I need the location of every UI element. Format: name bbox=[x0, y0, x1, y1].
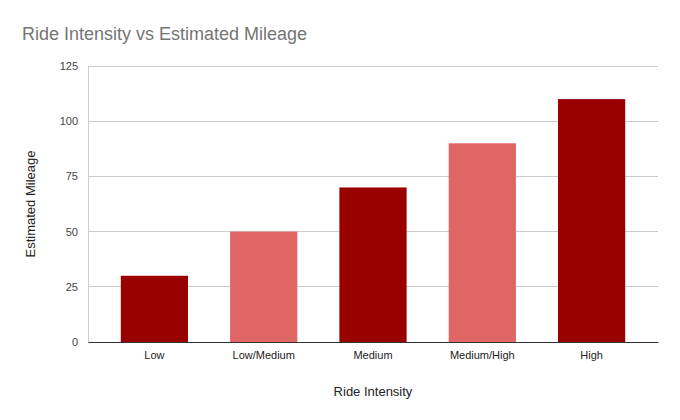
y-tick-label: 75 bbox=[66, 170, 78, 182]
y-tick: 75 bbox=[66, 170, 88, 182]
bar bbox=[230, 232, 297, 342]
x-tick: Medium/High bbox=[450, 342, 515, 361]
bars bbox=[121, 99, 625, 342]
y-tick: 125 bbox=[60, 60, 88, 72]
y-tick-label: 125 bbox=[60, 60, 78, 72]
y-axis-title: Estimated Mileage bbox=[23, 151, 38, 258]
x-tick: Medium bbox=[353, 342, 392, 361]
x-tick-label: Low bbox=[144, 349, 164, 361]
bar bbox=[449, 143, 516, 342]
y-tick: 25 bbox=[66, 281, 88, 293]
x-tick-label: Low/Medium bbox=[233, 349, 295, 361]
x-tick-label: High bbox=[580, 349, 603, 361]
y-tick: 0 bbox=[72, 336, 88, 348]
bar bbox=[121, 276, 188, 342]
plot: 0 25 50 75 100 125 Low Low/Medium Medium Medium/H… bbox=[60, 60, 659, 361]
x-axis: Low Low/Medium Medium Medium/High High bbox=[89, 342, 659, 361]
y-axis: 0 25 50 75 100 125 bbox=[60, 60, 89, 348]
x-tick-label: Medium/High bbox=[450, 349, 515, 361]
x-tick: High bbox=[580, 342, 603, 361]
y-tick-label: 0 bbox=[72, 336, 78, 348]
y-tick: 50 bbox=[66, 226, 88, 238]
background bbox=[0, 0, 680, 420]
x-axis-title: Ride Intensity bbox=[334, 384, 413, 399]
x-tick: Low/Medium bbox=[233, 342, 295, 361]
y-tick: 100 bbox=[60, 115, 88, 127]
y-tick-label: 50 bbox=[66, 226, 78, 238]
x-tick-label: Medium bbox=[353, 349, 392, 361]
y-tick-label: 25 bbox=[66, 281, 78, 293]
bar bbox=[339, 187, 406, 342]
y-axis-line bbox=[88, 67, 89, 343]
y-tick-label: 100 bbox=[60, 115, 78, 127]
grid bbox=[88, 66, 658, 342]
x-axis-line bbox=[89, 342, 659, 343]
chart: 0 25 50 75 100 125 Low Low/Medium Medium Medium/H… bbox=[0, 0, 680, 420]
title: Ride Intensity vs Estimated Mileage bbox=[22, 24, 307, 44]
x-tick: Low bbox=[144, 342, 164, 361]
grid-line bbox=[88, 66, 658, 67]
bar bbox=[558, 99, 625, 342]
